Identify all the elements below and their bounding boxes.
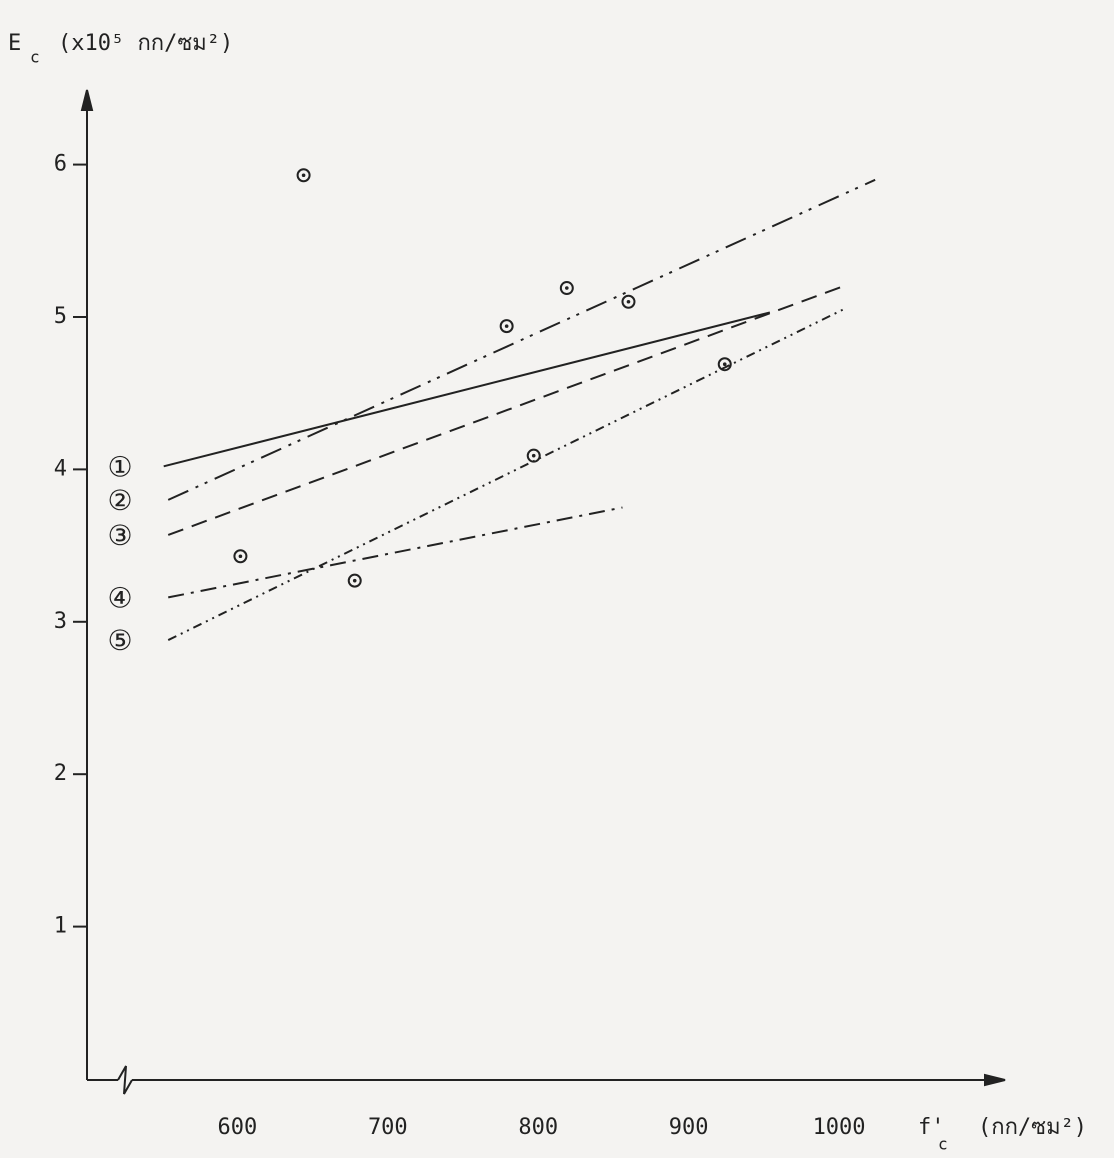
x-tick-label: 700 xyxy=(368,1115,408,1140)
legend-label: ① xyxy=(107,450,132,483)
legend-label: ⑤ xyxy=(107,624,132,657)
point-dot xyxy=(239,554,243,558)
point-dot xyxy=(627,300,631,304)
point-dot xyxy=(505,324,509,328)
chart: E c (x10⁵ กก/ซม²) f' c (กก/ซม²) 12345660… xyxy=(0,0,1114,1158)
y-tick-label: 5 xyxy=(54,304,67,329)
y-label-symbol: E xyxy=(8,31,21,56)
x-tick-label: 600 xyxy=(218,1115,258,1140)
legend-label: ③ xyxy=(107,519,132,552)
y-tick-label: 6 xyxy=(54,152,67,177)
y-label-unit: (x10⁵ กก/ซม²) xyxy=(58,31,233,56)
point-dot xyxy=(532,454,536,458)
y-tick-label: 2 xyxy=(54,761,67,786)
point-dot xyxy=(565,286,569,290)
y-tick-label: 3 xyxy=(54,609,67,634)
y-tick-label: 1 xyxy=(54,914,67,939)
point-dot xyxy=(723,362,727,366)
x-tick-label: 900 xyxy=(669,1115,709,1140)
point-dot xyxy=(302,173,306,177)
x-tick-label: 800 xyxy=(518,1115,558,1140)
y-label-subscript: c xyxy=(30,48,40,67)
point-dot xyxy=(353,579,357,583)
y-tick-label: 4 xyxy=(54,456,67,481)
background xyxy=(0,0,1114,1158)
x-label-subscript: c xyxy=(938,1135,948,1154)
x-tick-label: 1000 xyxy=(813,1115,866,1140)
legend-label: ④ xyxy=(107,581,132,614)
legend-label: ② xyxy=(107,484,132,517)
x-label-unit: (กก/ซม²) xyxy=(978,1115,1087,1140)
